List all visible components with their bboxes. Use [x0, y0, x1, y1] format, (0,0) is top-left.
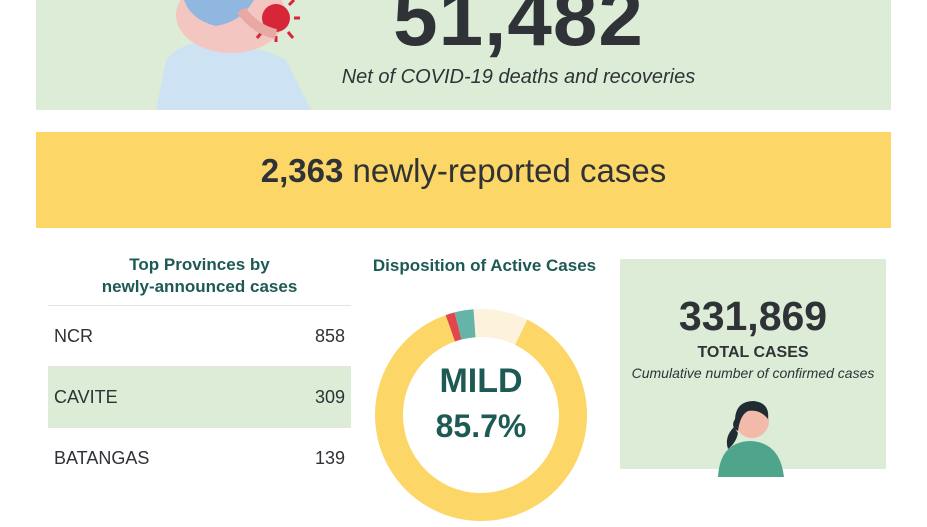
total-cases-number: 331,869	[678, 293, 828, 339]
net-active-number: 51,482	[393, 0, 644, 62]
donut-segment-severe	[454, 309, 476, 340]
top-provinces-title-line1: Top Provinces by	[129, 255, 270, 274]
new-cases-count: 2,363	[260, 152, 344, 189]
net-active-caption: Net of COVID-19 deaths and recoveries	[341, 66, 696, 88]
donut-segment-asymptomatic	[473, 309, 528, 346]
total-cases-caption: Cumulative number of confirmed cases	[631, 365, 875, 381]
top-provinces-title: Top Provinces by newly-announced cases	[48, 254, 351, 298]
masked-person-with-virus-icon	[156, 0, 311, 110]
table-row: CAVITE 309	[48, 366, 351, 427]
top-provinces-title-line2: newly-announced cases	[101, 277, 298, 296]
table-row: NCR 858	[48, 305, 351, 366]
new-cases-banner: 2,363 newly-reported cases	[36, 132, 891, 228]
total-cases-panel: 331,869 TOTAL CASES Cumulative number of…	[620, 259, 886, 477]
table-row: BATANGAS 139	[48, 427, 351, 488]
person-icon	[718, 401, 784, 477]
province-value: 139	[314, 447, 345, 468]
new-cases-label: newly-reported cases	[352, 152, 667, 189]
province-name: CAVITE	[54, 386, 118, 407]
active-cases-panel: 51,482 Net of COVID-19 deaths and recove…	[36, 0, 891, 110]
disposition-title: Disposition of Active Cases	[372, 256, 597, 275]
province-value: 309	[314, 386, 345, 407]
top-provinces-table: NCR 858 CAVITE 309 BATANGAS 139	[48, 305, 351, 488]
total-cases-label: TOTAL CASES	[697, 344, 809, 361]
disposition-main-percent: 85.7%	[435, 408, 527, 444]
province-name: NCR	[54, 325, 93, 346]
province-value: 858	[314, 325, 345, 346]
province-name: BATANGAS	[54, 447, 150, 468]
disposition-main-label: MILD	[439, 362, 523, 400]
donut-segment-critical	[445, 312, 462, 342]
